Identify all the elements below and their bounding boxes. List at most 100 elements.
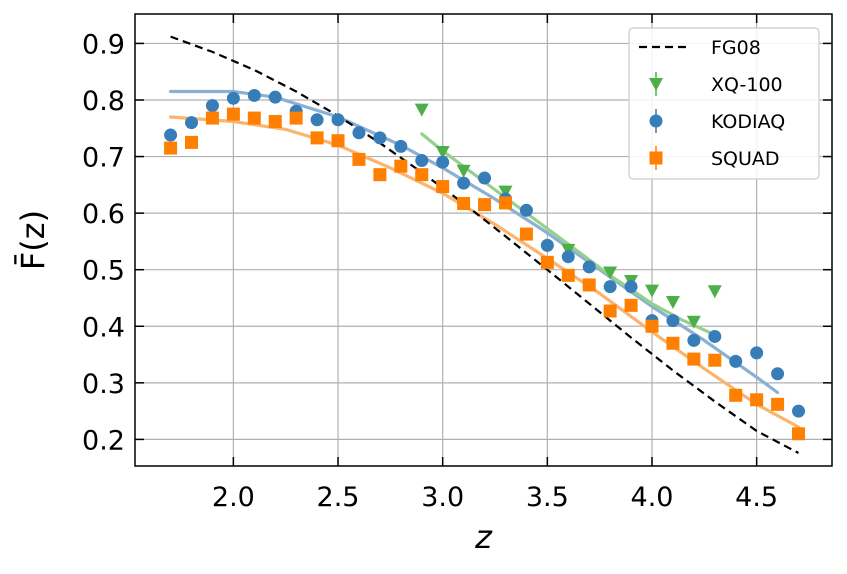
- kodiaq-point: [729, 354, 743, 368]
- legend-marker-swatch: [649, 78, 663, 91]
- y-tick-label: 0.8: [82, 86, 125, 117]
- x-axis-label: z: [474, 518, 493, 556]
- legend-entry-squad: SQUAD: [649, 146, 780, 170]
- kodiaq-point: [205, 99, 219, 113]
- squad-point: [185, 135, 199, 149]
- line-fg08: [170, 35, 800, 454]
- kodiaq-point: [666, 314, 680, 328]
- x-tick-label: 3.0: [421, 482, 464, 513]
- squad-point: [729, 388, 743, 402]
- squad-point: [498, 196, 512, 210]
- xq-100-point: [603, 266, 618, 280]
- tick-layer: 2.0 2.5 3.0 3.5 4.0 4.5 0.2 0.3 0.4 0.5 0.6 0.7 0.8 0…: [82, 14, 832, 513]
- legend-marker-swatch: [649, 151, 663, 165]
- series-kodiaq: [164, 88, 806, 418]
- legend-marker-swatch: [649, 114, 663, 128]
- kodiaq-point: [792, 404, 806, 418]
- kodiaq-point: [561, 250, 575, 264]
- kodiaq-point: [478, 171, 492, 185]
- legend: FG08 XQ-100 KODIAQ SQUAD: [628, 27, 820, 180]
- squad-point: [310, 131, 324, 145]
- kodiaq-point: [373, 131, 387, 145]
- legend-label: FG08: [711, 37, 761, 59]
- y-tick-label: 0.6: [82, 199, 125, 230]
- kodiaq-point: [394, 139, 408, 153]
- kodiaq-point: [457, 176, 471, 190]
- y-tick-label: 0.7: [82, 143, 125, 174]
- squad-point: [436, 180, 450, 194]
- y-tick-label: 0.5: [82, 256, 125, 287]
- x-tick-label: 3.5: [526, 482, 569, 513]
- squad-point: [289, 111, 303, 125]
- kodiaq-point: [519, 203, 533, 217]
- legend-entry-xq-100: XQ-100: [649, 72, 783, 96]
- squad-point: [792, 427, 806, 441]
- y-tick-label: 0.2: [82, 425, 125, 456]
- kodiaq-point: [185, 116, 199, 130]
- legend-label: KODIAQ: [711, 111, 785, 133]
- legend-label: XQ-100: [711, 74, 783, 96]
- squad-point: [373, 168, 387, 182]
- xq-100-point: [644, 284, 659, 298]
- kodiaq-point: [310, 113, 324, 127]
- squad-point: [226, 107, 240, 121]
- kodiaq-point: [352, 126, 366, 140]
- series-squad: [164, 107, 806, 441]
- xq-100-point: [456, 164, 471, 178]
- squad-point: [247, 111, 261, 125]
- kodiaq-point: [436, 155, 450, 169]
- kodiaq-point: [164, 128, 178, 142]
- kodiaq-point: [624, 280, 638, 294]
- squad-point: [164, 141, 178, 155]
- xq-100-point: [707, 285, 722, 299]
- squad-point: [708, 353, 722, 367]
- plot-frame: [134, 13, 833, 467]
- kodiaq-point: [415, 154, 429, 168]
- squad-point: [205, 111, 219, 125]
- legend-entry-kodiaq: KODIAQ: [649, 109, 785, 133]
- squad-point: [603, 304, 617, 318]
- fit-curve-squad: [169, 115, 801, 429]
- kodiaq-point: [708, 329, 722, 343]
- y-axis-label: F̄(z): [13, 210, 52, 270]
- y-tick-label: 0.9: [82, 29, 125, 60]
- squad-point: [352, 152, 366, 166]
- squad-point: [519, 227, 533, 241]
- kodiaq-point: [582, 260, 596, 274]
- squad-point: [582, 278, 596, 292]
- x-tick-label: 2.0: [212, 482, 255, 513]
- squad-point: [268, 114, 282, 128]
- squad-point: [457, 197, 471, 211]
- y-tick-label: 0.4: [82, 312, 125, 343]
- series-layer: [164, 35, 806, 454]
- squad-point: [331, 134, 345, 148]
- kodiaq-point: [226, 91, 240, 105]
- squad-point: [394, 159, 408, 173]
- x-tick-label: 4.5: [735, 482, 778, 513]
- squad-point: [415, 168, 429, 182]
- squad-point: [561, 268, 575, 282]
- squad-point: [645, 319, 659, 333]
- kodiaq-point: [540, 238, 554, 252]
- kodiaq-point: [247, 88, 261, 102]
- kodiaq-point: [331, 113, 345, 127]
- squad-point: [771, 397, 785, 411]
- legend-entry-fg08: FG08: [639, 37, 761, 59]
- squad-point: [540, 255, 554, 269]
- squad-point: [624, 298, 638, 312]
- squad-point: [750, 393, 764, 407]
- squad-point: [687, 352, 701, 366]
- legend-box: [628, 27, 820, 180]
- xq-100-point: [435, 146, 450, 160]
- grid-layer: [135, 14, 832, 466]
- xq-100-point: [498, 185, 513, 199]
- kodiaq-point: [771, 367, 785, 381]
- kodiaq-point: [750, 346, 764, 360]
- xq-100-point: [414, 103, 429, 117]
- x-tick-label: 2.5: [317, 482, 360, 513]
- kodiaq-point: [603, 280, 617, 294]
- series-fg08: [170, 35, 800, 454]
- legend-label: SQUAD: [711, 148, 780, 170]
